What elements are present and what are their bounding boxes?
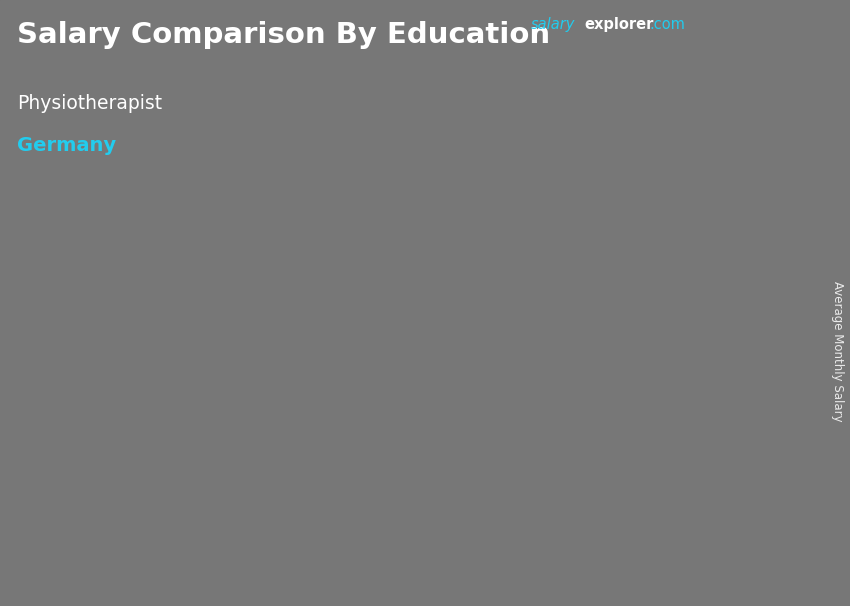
Text: salary: salary bbox=[531, 17, 575, 32]
Text: Salary Comparison By Education: Salary Comparison By Education bbox=[17, 21, 550, 49]
FancyBboxPatch shape bbox=[464, 407, 473, 576]
FancyBboxPatch shape bbox=[237, 468, 246, 576]
Bar bbox=[680, 59, 799, 90]
Text: +68%: +68% bbox=[491, 260, 568, 284]
Text: explorer: explorer bbox=[584, 17, 654, 32]
Text: 6,500 EUR: 6,500 EUR bbox=[359, 382, 451, 397]
Text: 4,140 EUR: 4,140 EUR bbox=[110, 442, 202, 458]
FancyBboxPatch shape bbox=[142, 468, 246, 471]
Text: Physiotherapist: Physiotherapist bbox=[17, 94, 162, 113]
Text: Average Monthly Salary: Average Monthly Salary bbox=[830, 281, 844, 422]
FancyBboxPatch shape bbox=[596, 293, 700, 300]
FancyBboxPatch shape bbox=[142, 468, 237, 576]
Text: +57%: +57% bbox=[265, 373, 342, 397]
Text: Germany: Germany bbox=[17, 136, 116, 155]
Text: .com: .com bbox=[649, 17, 685, 32]
FancyBboxPatch shape bbox=[596, 293, 691, 576]
FancyBboxPatch shape bbox=[369, 407, 473, 411]
FancyBboxPatch shape bbox=[369, 407, 464, 576]
Bar bbox=[680, 90, 799, 121]
Text: 10,900 EUR: 10,900 EUR bbox=[580, 268, 683, 283]
FancyBboxPatch shape bbox=[691, 293, 700, 576]
Bar bbox=[680, 27, 799, 59]
